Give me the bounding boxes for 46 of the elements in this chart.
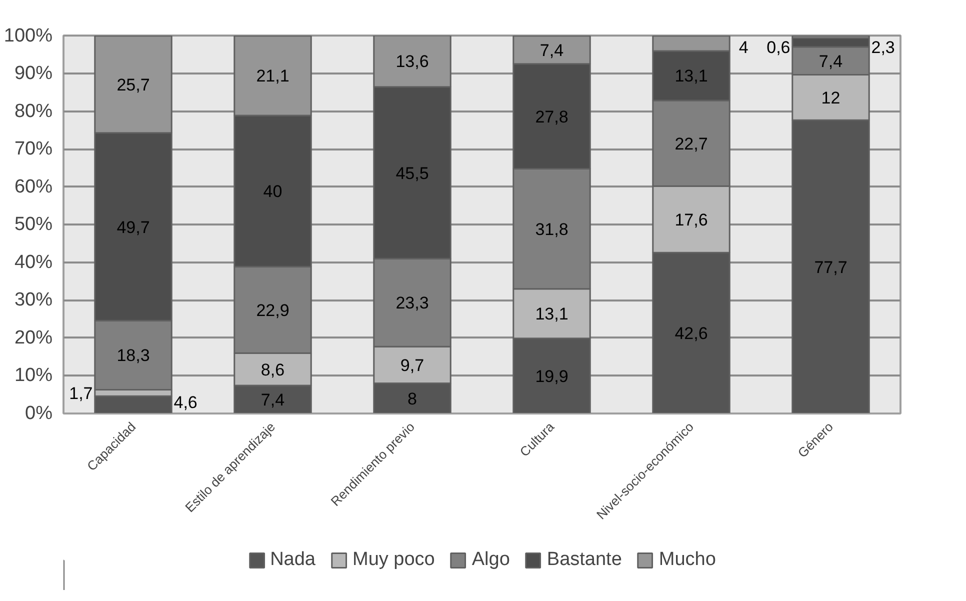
data-label: 45,5 [396,164,429,183]
y-tick-label: 30% [14,290,53,311]
data-label: 23,3 [396,294,429,313]
data-label: 4 [738,38,748,57]
y-tick-label: 90% [14,63,53,84]
data-label: 1,7 [69,384,93,403]
data-label: 31,8 [535,220,568,239]
data-label: 77,7 [814,258,848,277]
data-label: 2,3 [871,38,895,57]
y-tick-label: 80% [14,100,53,122]
data-label: 49,7 [116,218,150,237]
data-label: 17,6 [674,210,708,230]
y-tick-label: 0% [25,403,53,424]
data-label: 13,1 [674,66,708,86]
data-label: 4,6 [174,393,198,412]
legend-label: Mucho [658,549,716,571]
data-label: 40 [263,182,282,202]
legend-label: Nada [270,549,316,571]
y-tick-label: 100% [4,25,53,46]
data-label: 8,6 [260,360,285,380]
data-label: 21,1 [256,66,290,86]
legend-label: Algo [472,549,510,571]
data-label: 13,1 [535,304,568,324]
data-label: 12 [821,88,840,108]
data-label: 13,6 [396,52,429,72]
data-label: 7,4 [818,52,843,71]
y-tick-label: 10% [14,365,53,386]
data-label: 7,4 [540,40,564,60]
data-label: 19,9 [535,366,568,386]
data-label: 25,7 [116,75,150,94]
data-label: 18,3 [116,346,150,366]
data-label: 27,8 [535,107,568,126]
legend-label: Bastante [546,549,622,571]
y-tick-label: 20% [14,327,53,348]
data-label: 22,7 [674,134,708,154]
legend-label: Muy poco [352,549,435,571]
data-label: 8 [408,389,417,408]
y-tick-label: 40% [14,252,53,273]
data-label: 7,4 [260,390,285,410]
data-label: 9,7 [400,356,424,375]
y-tick-label: 70% [14,138,53,160]
data-label: 22,9 [256,300,290,320]
data-label: 42,6 [674,324,708,344]
y-tick-label: 50% [14,214,53,236]
y-tick-label: 60% [14,176,53,198]
data-label: 0,6 [766,38,790,57]
